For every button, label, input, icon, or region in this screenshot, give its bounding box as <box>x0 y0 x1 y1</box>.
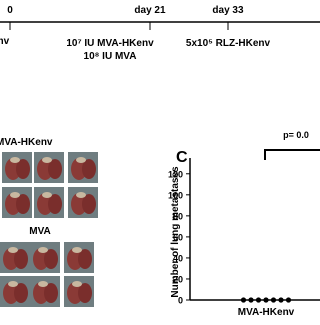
lung <box>37 193 53 215</box>
y-tick-label: 100 <box>168 190 183 200</box>
lung <box>44 249 58 269</box>
p-value: p= 0.0 <box>283 130 309 140</box>
lung <box>14 249 28 269</box>
data-point <box>263 297 269 303</box>
y-axis-label: Number of lung metastases <box>170 166 181 298</box>
lung <box>14 283 28 303</box>
lung <box>5 193 21 215</box>
lung <box>48 194 62 214</box>
group-label: MVA-HKenv <box>0 137 53 148</box>
highlight <box>38 281 48 287</box>
lung <box>33 282 49 304</box>
y-tick-label: 40 <box>173 253 183 263</box>
data-point <box>240 297 247 303</box>
lung <box>5 158 21 180</box>
highlight <box>76 192 86 198</box>
highlight <box>8 281 18 287</box>
data-point <box>285 297 292 303</box>
data-point <box>255 297 262 303</box>
highlight <box>72 247 82 253</box>
x-tick-label: MVA-HKenv <box>238 307 295 318</box>
highlight <box>10 192 20 198</box>
data-point <box>270 297 277 303</box>
timeline-label: 10⁸ IU MVA <box>84 51 137 62</box>
highlight <box>8 247 18 253</box>
y-tick-label: 0 <box>178 296 183 306</box>
timeline-label: env <box>0 36 10 47</box>
lung <box>78 249 92 269</box>
highlight <box>72 281 82 287</box>
lung <box>71 158 87 180</box>
lung <box>37 158 53 180</box>
lung <box>82 159 96 179</box>
timeline-label: 10⁷ IU MVA-HKenv <box>66 38 154 49</box>
highlight <box>42 157 52 163</box>
lung <box>33 248 49 270</box>
significance-bracket <box>264 149 320 160</box>
lung <box>3 248 19 270</box>
lung-photos <box>0 152 98 307</box>
timeline-day: day 21 <box>134 5 166 16</box>
lung <box>82 194 96 214</box>
highlight <box>42 192 52 198</box>
group-label: MVA <box>29 226 50 237</box>
lung <box>67 282 83 304</box>
timeline-day: 0 <box>7 5 13 16</box>
y-tick-label: 20 <box>173 274 183 284</box>
panel-label: C <box>176 149 188 166</box>
lung <box>67 248 83 270</box>
highlight <box>38 247 48 253</box>
lung <box>16 194 30 214</box>
highlight <box>10 157 20 163</box>
lung <box>48 159 62 179</box>
highlight <box>76 157 86 163</box>
data-point <box>248 297 254 303</box>
y-tick-label: 120 <box>168 169 183 179</box>
y-tick-label: 80 <box>173 211 183 221</box>
lung <box>3 282 19 304</box>
lung <box>71 193 87 215</box>
lung <box>78 283 92 303</box>
lung <box>16 159 30 179</box>
data-point <box>278 297 284 303</box>
lung <box>44 283 58 303</box>
timeline-day: day 33 <box>212 5 244 16</box>
y-tick-label: 60 <box>173 232 183 242</box>
timeline-label: 5x10⁵ RLZ-HKenv <box>186 38 271 49</box>
